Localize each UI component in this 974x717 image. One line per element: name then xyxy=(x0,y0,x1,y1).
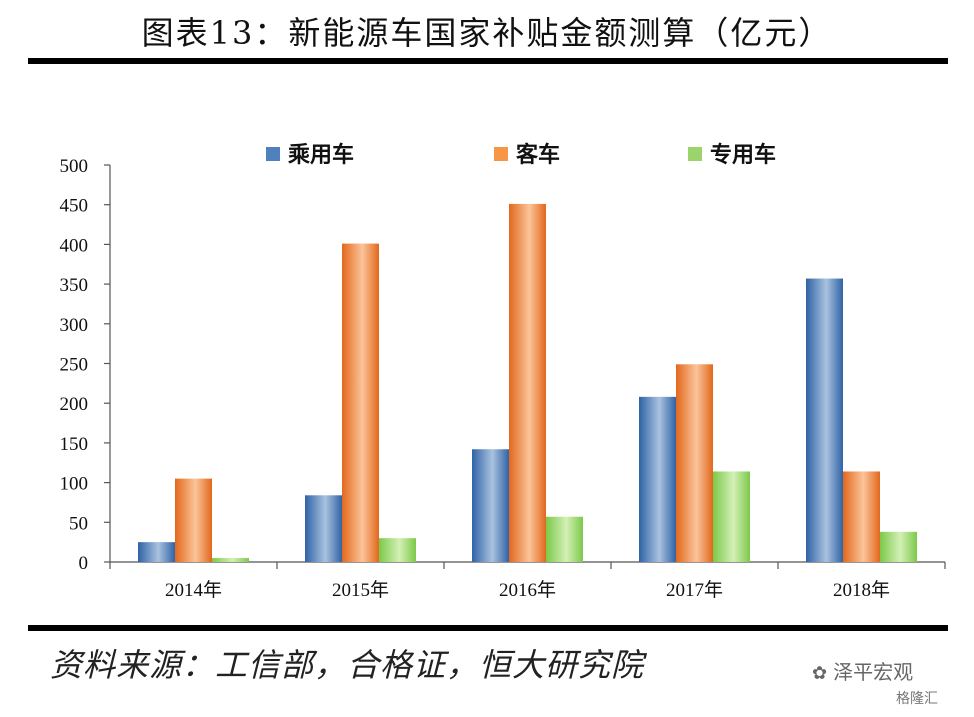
watermark-site-text: 格隆汇 xyxy=(896,691,938,707)
bar-series-1 xyxy=(806,278,843,562)
y-tick-label: 50 xyxy=(69,513,88,534)
watermark-brand: ✿ 泽平宏观 xyxy=(812,656,913,685)
bottom-rule xyxy=(28,625,948,631)
bar-series-1 xyxy=(305,495,342,562)
x-tick-label: 2018年 xyxy=(833,579,890,601)
y-tick-label: 100 xyxy=(60,474,89,495)
bar-series-3 xyxy=(379,538,416,562)
x-tick-label: 2014年 xyxy=(165,579,222,601)
bar-series-2 xyxy=(175,478,212,562)
legend-label: 专用车 xyxy=(710,142,776,168)
bar-series-1 xyxy=(639,396,676,562)
y-tick-label: 450 xyxy=(60,196,89,217)
legend-swatch xyxy=(688,147,702,161)
y-tick-label: 400 xyxy=(60,235,89,256)
bar-series-3 xyxy=(212,558,249,562)
bar-series-1 xyxy=(472,449,509,562)
bar-series-3 xyxy=(713,471,750,562)
wechat-icon: ✿ xyxy=(812,663,828,684)
y-tick-label: 150 xyxy=(60,434,89,455)
bar-series-2 xyxy=(843,471,880,562)
bar-series-3 xyxy=(880,531,917,562)
top-rule xyxy=(28,58,948,64)
y-tick-label: 300 xyxy=(60,315,89,336)
chart-title: 图表13：新能源车国家补贴金额测算（亿元） xyxy=(141,14,833,52)
legend-label: 乘用车 xyxy=(287,142,354,168)
watermark-brand-text: 泽平宏观 xyxy=(833,660,914,684)
y-tick-label: 200 xyxy=(60,394,89,415)
y-tick-label: 0 xyxy=(79,553,89,574)
legend-label: 客车 xyxy=(516,142,560,168)
y-tick-label: 500 xyxy=(60,156,89,177)
source-note: 资料来源：工信部，合格证，恒大研究院 xyxy=(50,646,645,684)
legend-swatch xyxy=(266,147,280,161)
watermark-site: 格隆汇 xyxy=(896,688,938,708)
x-tick-label: 2015年 xyxy=(332,579,389,601)
y-tick-label: 350 xyxy=(60,275,89,296)
y-tick-label: 250 xyxy=(60,355,89,376)
bar-series-1 xyxy=(138,542,175,562)
bar-series-2 xyxy=(342,243,379,562)
x-tick-label: 2016年 xyxy=(499,579,556,601)
bar-series-3 xyxy=(546,516,583,562)
x-tick-label: 2017年 xyxy=(666,579,723,601)
legend-swatch xyxy=(494,147,508,161)
bar-series-2 xyxy=(509,203,546,562)
bar-series-2 xyxy=(676,364,713,562)
